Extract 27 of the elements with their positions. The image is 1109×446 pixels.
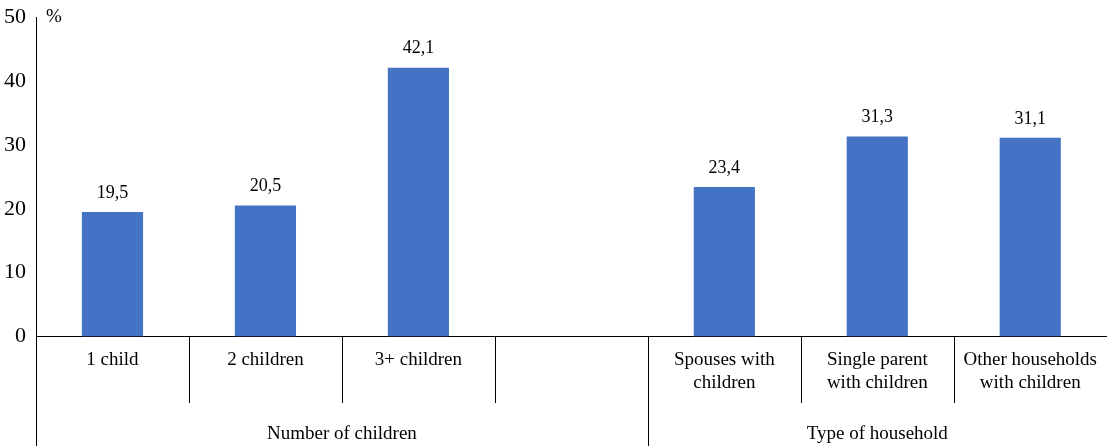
data-label: 31,3: [861, 106, 894, 127]
bar: [999, 137, 1061, 337]
bar: [81, 211, 144, 337]
data-label: 23,4: [708, 156, 741, 177]
x-tick-label: Single parent with children: [826, 347, 929, 392]
bar: [846, 136, 908, 337]
x-tick-label: 3+ children: [374, 347, 463, 369]
data-label: 31,1: [1014, 107, 1046, 128]
data-label: 20,5: [249, 175, 282, 196]
data-label: 19,5: [96, 181, 129, 202]
y-tick-label: 0: [15, 322, 26, 348]
y-tick-label: 40: [4, 66, 26, 92]
y-tick-label: 20: [4, 194, 26, 220]
text: Number of children: [267, 421, 418, 443]
x-tick-label: Spouses with children: [673, 347, 776, 392]
bar: [234, 205, 297, 337]
y-tick-label: 30: [4, 130, 26, 156]
x-tick-label: 1 child: [86, 347, 140, 369]
x-tick-label: Other households with children: [963, 347, 1097, 392]
y-axis-title: %: [46, 5, 62, 27]
y-tick-label: 50: [4, 2, 26, 28]
data-label: 42,1: [402, 37, 435, 58]
x-tick-label: 2 children: [227, 347, 305, 369]
bar: [387, 67, 449, 337]
text: Type of household: [806, 421, 949, 443]
bar: [693, 187, 755, 337]
y-tick-label: 10: [4, 258, 26, 284]
